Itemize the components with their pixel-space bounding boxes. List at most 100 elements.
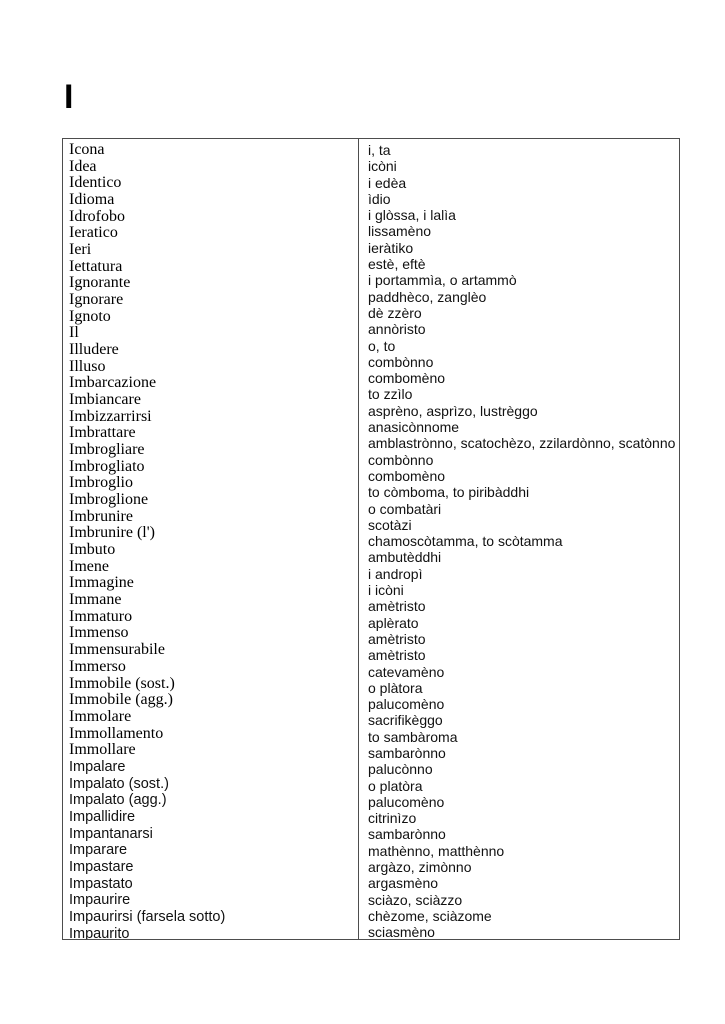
dictionary-entry: dè zzèro <box>368 304 422 321</box>
dictionary-entry: Immobile (agg.) <box>69 691 173 709</box>
dictionary-entry: Imbroglio <box>69 474 133 492</box>
dictionary-table: Icona Idea Identico Idioma Idrofobo Ieratico I… <box>62 138 680 940</box>
dictionary-entry: i edèa <box>368 174 407 191</box>
dictionary-entry: Immobile (sost.) <box>69 674 175 692</box>
dictionary-entry: amètristo <box>368 647 426 664</box>
dictionary-entry: annòristo <box>368 321 426 338</box>
dictionary-entry: Impalare <box>69 758 126 775</box>
dictionary-entry: sciasmèno <box>368 924 435 939</box>
dictionary-entry: palucomèno <box>368 793 445 810</box>
dictionary-entry: scotàzi <box>368 516 412 533</box>
dictionary-entry: anasicònnome <box>368 419 460 436</box>
dictionary-entry: Imene <box>69 557 109 575</box>
dictionary-entry: Impantanarsi <box>69 825 153 842</box>
dictionary-entry: Immollamento <box>69 724 164 742</box>
dictionary-entry: estè, eftè <box>368 256 426 273</box>
dictionary-entry: Impastato <box>69 875 133 892</box>
dictionary-entry: Ieri <box>69 241 92 259</box>
dictionary-entry: paddhèco, zanglèo <box>368 288 487 305</box>
dictionary-entry: Impaurire <box>69 892 131 909</box>
dictionary-entry: sambarònno <box>368 744 446 761</box>
dictionary-entry: combomèno <box>368 467 446 484</box>
dictionary-entry: Imbroglione <box>69 491 149 509</box>
dictionary-entry: Immane <box>69 591 122 609</box>
dictionary-entry: Imparare <box>69 842 128 859</box>
dictionary-entry: catevamèno <box>368 663 445 680</box>
dictionary-entry: ìdio <box>368 190 391 207</box>
dictionary-entry: sambarònno <box>368 826 446 843</box>
dictionary-entry: argàzo, zimònno <box>368 859 472 876</box>
dictionary-entry: Imbarcazione <box>69 374 157 392</box>
dictionary-entry: Idioma <box>69 191 115 209</box>
dictionary-entry: Immensurabile <box>69 641 165 659</box>
dictionary-entry: lissamèno <box>368 223 432 240</box>
dictionary-entry: palucònno <box>368 761 433 778</box>
dictionary-entry: Idrofobo <box>69 207 125 225</box>
dictionary-entry: Imbrunire (l') <box>69 524 155 542</box>
dictionary-entry: chèzome, sciàzome <box>368 907 492 924</box>
dictionary-entry: i icòni <box>368 582 404 599</box>
dictionary-entry: argasmèno <box>368 875 439 892</box>
dictionary-entry: Illudere <box>69 341 119 359</box>
dictionary-entry: Imbrogliato <box>69 457 145 475</box>
dictionary-entry: Immolare <box>69 707 132 725</box>
griko-column: i, ta icòni i edèa ìdio i glòssa, i lalìa lis… <box>359 139 679 939</box>
dictionary-entry: Impaurirsi (farsela sotto) <box>69 908 226 925</box>
dictionary-entry: o, to <box>368 337 396 354</box>
dictionary-entry: chamoscòtamma, to scòtamma <box>368 533 563 550</box>
dictionary-entry: Imbrogliare <box>69 441 145 459</box>
dictionary-entry: ieràtiko <box>368 239 414 256</box>
dictionary-entry: ambutèddhi <box>368 549 442 566</box>
italian-column: Icona Idea Identico Idioma Idrofobo Ieratico I… <box>63 139 359 939</box>
dictionary-entry: i glòssa, i lalìa <box>368 207 456 224</box>
dictionary-entry: Il <box>69 324 79 342</box>
dictionary-entry: Immaturo <box>69 607 133 625</box>
dictionary-entry: combònno <box>368 353 434 370</box>
dictionary-entry: Icona <box>69 141 105 158</box>
dictionary-entry: mathènno, matthènno <box>368 842 505 859</box>
dictionary-entry: amblastrònno, scatochèzo, zzilardònno, s… <box>368 435 676 452</box>
dictionary-entry: Immenso <box>69 624 129 642</box>
dictionary-entry: o plàtora <box>368 679 423 696</box>
dictionary-entry: palucomèno <box>368 696 445 713</box>
dictionary-entry: Ignorare <box>69 291 124 309</box>
dictionary-entry: Illuso <box>69 357 106 375</box>
section-letter-heading: I <box>64 78 74 116</box>
dictionary-entry: citrinìzo <box>368 810 417 827</box>
dictionary-entry: to còmboma, to piribàddhi <box>368 484 530 501</box>
dictionary-entry: Iettatura <box>69 257 123 275</box>
dictionary-entry: combomèno <box>368 370 446 387</box>
dictionary-entry: amètristo <box>368 598 426 615</box>
dictionary-entry: Impastare <box>69 858 134 875</box>
dictionary-entry: o combatàri <box>368 500 442 517</box>
dictionary-entry: i portammìa, o artammò <box>368 272 517 289</box>
dictionary-entry: Impalato (agg.) <box>69 792 167 809</box>
dictionary-entry: aplèrato <box>368 614 419 631</box>
dictionary-entry: o platòra <box>368 777 423 794</box>
dictionary-entry: icòni <box>368 158 397 175</box>
dictionary-entry: Impalato (sost.) <box>69 775 169 792</box>
dictionary-entry: Identico <box>69 174 122 192</box>
dictionary-entry: i andropì <box>368 565 423 582</box>
dictionary-entry: i, ta <box>368 142 391 158</box>
dictionary-entry: Immagine <box>69 574 134 592</box>
dictionary-entry: Idea <box>69 157 97 175</box>
dictionary-entry: Ieratico <box>69 224 118 242</box>
dictionary-entry: Ignoto <box>69 307 111 325</box>
dictionary-entry: Immollare <box>69 741 136 759</box>
dictionary-entry: Imbrattare <box>69 424 136 442</box>
dictionary-entry: Ignorante <box>69 274 131 292</box>
dictionary-entry: Imbizzarrirsi <box>69 407 152 425</box>
dictionary-entry: Immerso <box>69 657 126 675</box>
dictionary-entry: Imbrunire <box>69 507 133 525</box>
dictionary-entry: asprèno, asprìzo, lustrèggo <box>368 402 538 419</box>
dictionary-entry: sciàzo, sciàzzo <box>368 891 463 908</box>
dictionary-entry: to sambàroma <box>368 728 458 745</box>
dictionary-entry: Impaurito <box>69 925 130 939</box>
dictionary-entry: Imbiancare <box>69 391 141 409</box>
dictionary-entry: Impallidire <box>69 808 136 825</box>
dictionary-entry: Imbuto <box>69 541 116 559</box>
dictionary-entry: amètristo <box>368 630 426 647</box>
dictionary-entry: combònno <box>368 451 434 468</box>
